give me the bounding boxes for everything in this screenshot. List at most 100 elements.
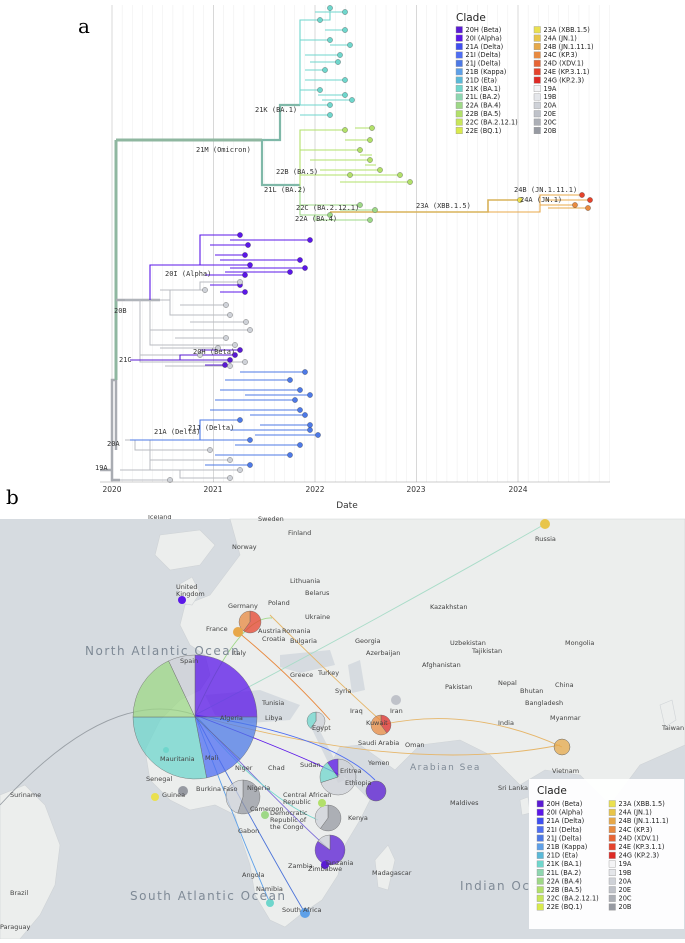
location-marker <box>178 786 188 796</box>
place-label: Pakistan <box>445 683 472 691</box>
pie-slice <box>320 804 342 832</box>
tip-marker <box>327 212 333 218</box>
tip-marker <box>397 172 403 178</box>
date-grid <box>111 5 610 482</box>
location-pie <box>314 834 346 866</box>
tip-marker <box>369 125 375 131</box>
legend-entry-label: 21B (Kappa) <box>466 68 507 76</box>
legend-entry-label: 19A <box>544 85 557 93</box>
tip-marker <box>287 269 293 275</box>
legend-entry-label: 22B (BA.5) <box>466 110 501 118</box>
legend-swatch <box>536 800 544 808</box>
legend-entry-label: 21J (Delta) <box>466 60 501 68</box>
legend-swatch <box>536 860 544 868</box>
tip-marker <box>327 102 333 108</box>
place-label: Burkina Faso <box>196 785 238 793</box>
place-label: Mauritania <box>160 755 195 763</box>
tip-marker <box>342 92 348 98</box>
tip-marker <box>302 369 308 375</box>
pie-slice <box>380 714 392 734</box>
clade-label: 20A <box>107 440 120 448</box>
tip-marker <box>349 97 355 103</box>
tip-marker <box>245 242 251 248</box>
tip-marker <box>327 5 333 11</box>
place-label: Poland <box>268 599 290 607</box>
map-panel: North Atlantic Ocean South Atlantic Ocea… <box>0 513 685 940</box>
tip-marker <box>315 432 321 438</box>
tip-marker <box>237 347 243 353</box>
legend-entry-label: 21A (Delta) <box>547 817 585 825</box>
legend-swatch <box>608 886 616 894</box>
clade-label: 20I (Alpha) <box>165 270 211 278</box>
legend-entries: 20H (Beta)20I (Alpha)21A (Delta)21I (Del… <box>455 26 594 135</box>
place-label: South Africa <box>282 906 322 914</box>
legend-entry-label: 20A <box>619 877 632 885</box>
tip-marker <box>247 462 253 468</box>
pie-slice <box>306 711 317 729</box>
tip-marker <box>337 52 343 58</box>
place-label: Yemen <box>367 759 390 767</box>
place-label: Guinea <box>162 791 185 799</box>
legend-swatch <box>455 76 463 84</box>
location-marker <box>300 908 310 918</box>
pie-slice <box>168 654 196 718</box>
location-marker <box>151 793 159 801</box>
place-label: Nigeria <box>247 784 270 792</box>
place-label: Eritrea <box>340 767 362 775</box>
legend-swatch <box>455 118 463 126</box>
legend-swatch <box>608 903 616 911</box>
legend-swatch <box>608 808 616 816</box>
legend-entry-label: 21J (Delta) <box>547 834 582 842</box>
legend-swatch <box>608 860 616 868</box>
place-labels: Iceland Sweden Finland United Kingdom Norway L… <box>0 513 684 931</box>
legend-entry-label: 21A (Delta) <box>466 43 504 51</box>
tip-marker <box>232 342 238 348</box>
place-label: Sri Lanka <box>498 784 528 792</box>
legend-entry-label: 21L (BA.2) <box>466 93 501 101</box>
clade-label: 19A <box>95 464 108 472</box>
legend-swatch <box>455 59 463 67</box>
legend-swatch <box>533 101 541 109</box>
place-label: Norway <box>232 543 257 551</box>
tip-marker <box>297 387 303 393</box>
place-label: Namibia <box>256 885 283 893</box>
clade-label: 22B (BA.5) <box>276 168 318 176</box>
tip-marker <box>587 197 593 203</box>
place-label: Tajikistan <box>471 647 502 655</box>
legend-swatch <box>533 76 541 84</box>
legend-entry-label: 22E (BQ.1) <box>547 903 583 911</box>
pie-slice <box>320 758 357 796</box>
clade-label: 21K (BA.1) <box>255 106 297 114</box>
tip-marker <box>307 237 313 243</box>
place-label: Bangladesh <box>525 699 563 707</box>
legend-entry-label: 22E (BQ.1) <box>466 127 502 135</box>
legend-swatch <box>536 851 544 859</box>
legend-swatch <box>533 118 541 126</box>
x-tick-label: 2024 <box>508 485 527 494</box>
location-pie <box>553 738 571 756</box>
x-axis-label: Date <box>336 501 358 510</box>
location-marker <box>266 899 274 907</box>
legend-entry-label: 21B (Kappa) <box>547 843 588 851</box>
tip-marker <box>367 217 373 223</box>
tip-marker <box>287 452 293 458</box>
tip-marker <box>223 302 229 308</box>
legend-swatch <box>608 851 616 859</box>
panel-b-letter: b <box>6 485 19 509</box>
tip-marker <box>307 422 313 428</box>
place-label: Mali <box>205 754 218 762</box>
ocean-label: Arabian Sea <box>410 763 481 773</box>
legend-swatch <box>608 800 616 808</box>
clade-label: 21C <box>119 356 132 364</box>
place-label: Lithuania <box>290 577 320 585</box>
phylogenetic-tree: 21K (BA.1) 21M (Omicron) 22B (BA.5) 21L … <box>95 5 593 483</box>
tip-marker <box>342 127 348 133</box>
legend-entry-label: 20C <box>544 118 557 126</box>
legend-entry-label: 22C (BA.2.12.1) <box>466 118 518 126</box>
clade-label: 20H (Beta) <box>193 348 235 356</box>
tip-marker <box>222 362 228 368</box>
legend-entries: 20H (Beta)20I (Alpha)21A (Delta)21I (Del… <box>536 800 669 911</box>
legend-a: Clade 20H (Beta)20I (Alpha)21A (Delta)21… <box>455 12 594 135</box>
legend-entry-label: 21K (BA.1) <box>547 860 582 868</box>
map-svg: North Atlantic Ocean South Atlantic Ocea… <box>0 513 685 940</box>
